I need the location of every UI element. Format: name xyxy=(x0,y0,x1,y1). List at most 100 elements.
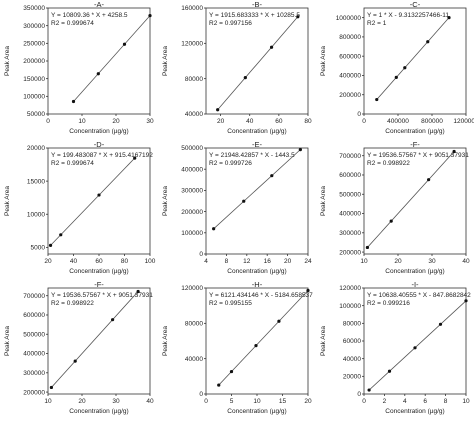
x-tick-label: 20 xyxy=(394,258,402,265)
data-point xyxy=(413,346,417,350)
x-tick-label: 8 xyxy=(225,258,229,265)
panel: 0 200000 400000 600000 800000 1000000 0 400000 8… xyxy=(320,0,474,135)
chart-title: -B- xyxy=(252,0,263,9)
y-tick-label: 20000 xyxy=(27,145,45,152)
x-tick-label: 16 xyxy=(264,258,272,265)
x-tick-label: 12 xyxy=(243,258,251,265)
x-tick-label: 20 xyxy=(112,118,120,125)
x-axis-label: Concentration (µg/g) xyxy=(227,128,286,135)
data-point xyxy=(269,45,274,49)
data-point xyxy=(229,369,234,374)
y-tick-label: 0 xyxy=(357,391,361,398)
x-tick-label: 10 xyxy=(78,118,86,125)
data-point xyxy=(298,148,302,152)
y-axis-label: Peak Area xyxy=(320,46,327,76)
x-tick-label: 20 xyxy=(78,398,86,405)
r-squared: R2 = 0.999216 xyxy=(367,300,410,307)
plot-frame xyxy=(363,7,467,115)
y-tick-label: 600000 xyxy=(339,53,361,60)
y-tick-label: 250000 xyxy=(23,41,45,48)
x-tick-label: 800000 xyxy=(421,118,443,125)
x-tick-label: 40 xyxy=(246,118,254,125)
chart-title: -F- xyxy=(94,280,104,289)
data-point xyxy=(242,199,246,203)
x-tick-label: 30 xyxy=(428,258,436,265)
data-point xyxy=(136,289,140,294)
y-tick-label: 200000 xyxy=(23,58,45,65)
y-tick-label: 600000 xyxy=(339,172,361,179)
y-tick-label: 300000 xyxy=(181,188,203,195)
x-tick-label: 8 xyxy=(444,398,448,405)
x-tick-label: 40 xyxy=(462,258,470,265)
equation: Y = 10809.36 * X + 4258.5 xyxy=(51,12,128,19)
x-tick-label: 30 xyxy=(146,118,154,125)
x-tick-label: 4 xyxy=(204,258,208,265)
panel: 200000 300000 400000 500000 600000 700000 10 20… xyxy=(320,140,470,275)
y-tick-label: 5000 xyxy=(31,245,46,252)
data-point xyxy=(73,359,77,363)
fit-line xyxy=(376,17,450,100)
r-squared: R2 = 0.999674 xyxy=(51,20,94,27)
x-tick-label: 40 xyxy=(146,398,154,405)
y-tick-label: 700000 xyxy=(339,153,361,160)
r-squared: R2 = 0.998922 xyxy=(367,160,410,167)
x-tick-label: 80 xyxy=(304,118,312,125)
plot-frame xyxy=(205,7,309,115)
x-tick-label: 30 xyxy=(112,398,120,405)
chart-title: -C- xyxy=(410,0,421,9)
y-axis-label: Peak Area xyxy=(320,186,327,216)
x-tick-label: 20 xyxy=(44,258,52,265)
data-point xyxy=(427,178,431,182)
data-point xyxy=(365,245,369,250)
x-axis-label: Concentration (µg/g) xyxy=(385,128,444,135)
x-tick-label: 20 xyxy=(284,258,292,265)
y-axis-label: Peak Area xyxy=(4,326,11,356)
fit-line xyxy=(368,300,467,391)
panel: 5000 10000 15000 20000 20 40 60 80 100 -D- Y = 199… xyxy=(4,140,156,275)
data-point xyxy=(243,76,247,80)
x-tick-label: 100 xyxy=(145,258,156,265)
y-tick-label: 10000 xyxy=(27,211,45,218)
equation: Y = 19536.57567 * X + 9051.37931 xyxy=(367,152,469,159)
y-tick-label: 200000 xyxy=(339,249,361,256)
data-point xyxy=(212,227,216,231)
data-point xyxy=(403,66,407,70)
y-tick-label: 200000 xyxy=(181,209,203,216)
data-point xyxy=(438,322,443,326)
r-squared: R2 = 0.998922 xyxy=(51,300,94,307)
chart-title: -A- xyxy=(94,0,105,9)
y-axis-label: Peak Area xyxy=(4,186,11,216)
x-tick-label: 400000 xyxy=(387,118,409,125)
y-tick-label: 0 xyxy=(357,111,361,118)
y-tick-label: 500000 xyxy=(181,145,203,152)
y-tick-label: 300000 xyxy=(23,23,45,30)
x-tick-label: 0 xyxy=(46,118,50,125)
r-squared: R2 = 0.995155 xyxy=(209,300,252,307)
data-point xyxy=(59,233,63,237)
x-tick-label: 6 xyxy=(423,398,427,405)
x-tick-label: 10 xyxy=(360,258,368,265)
data-point xyxy=(367,388,371,392)
data-point xyxy=(122,42,127,46)
fit-line xyxy=(50,157,135,246)
x-tick-label: 4 xyxy=(403,398,407,405)
data-point xyxy=(254,343,258,348)
y-tick-label: 60000 xyxy=(343,338,361,345)
data-point xyxy=(111,318,115,322)
y-tick-label: 500000 xyxy=(23,331,45,338)
data-point xyxy=(216,108,220,112)
x-axis-label: Concentration (µg/g) xyxy=(385,408,444,415)
y-tick-label: 400000 xyxy=(181,166,203,173)
equation: Y = 21948.42857 * X - 1443.5 xyxy=(209,152,295,159)
data-point xyxy=(375,97,379,102)
x-tick-label: 10 xyxy=(253,398,261,405)
data-point xyxy=(97,193,101,197)
panel: 50000 100000 150000 200000 250000 300000 35000… xyxy=(4,0,154,135)
equation: Y = 199.483087 * X + 915.4167192 xyxy=(51,152,153,159)
equation: Y = 1915.683333 * X + 10285.5 xyxy=(209,12,300,19)
y-tick-label: 50000 xyxy=(27,111,45,118)
data-point xyxy=(464,299,468,303)
panel: 0 100000 200000 300000 400000 500000 4 8 12 16 20 2… xyxy=(162,140,312,275)
data-point xyxy=(96,72,100,76)
chart-title: -E- xyxy=(252,140,263,149)
